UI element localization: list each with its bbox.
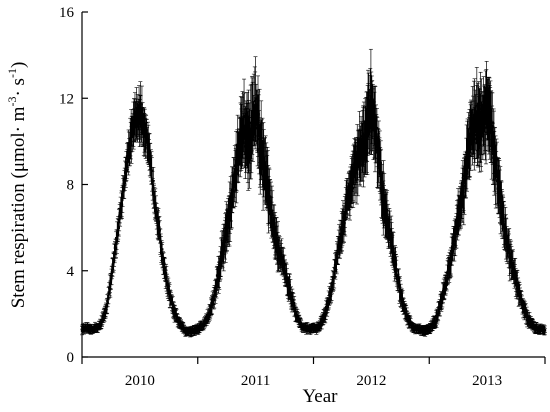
- x-axis-title: Year: [302, 386, 338, 407]
- y-tick-label-16: 16: [59, 5, 75, 21]
- data-marks: [80, 48, 547, 338]
- x-tick-label-2012: 2012: [356, 373, 386, 389]
- y-tick-label-0: 0: [67, 350, 75, 366]
- y-tick-label-8: 8: [67, 178, 75, 194]
- x-tick-label-2013: 2013: [472, 373, 502, 389]
- y-tick-label-4: 4: [67, 264, 75, 280]
- x-tick-label-2010: 2010: [125, 373, 155, 389]
- y-axis-title: Stem respiration (μmol· m-3· s-1): [5, 62, 29, 309]
- x-tick-label-2011: 2011: [241, 373, 270, 389]
- y-tick-label-12: 12: [59, 91, 74, 107]
